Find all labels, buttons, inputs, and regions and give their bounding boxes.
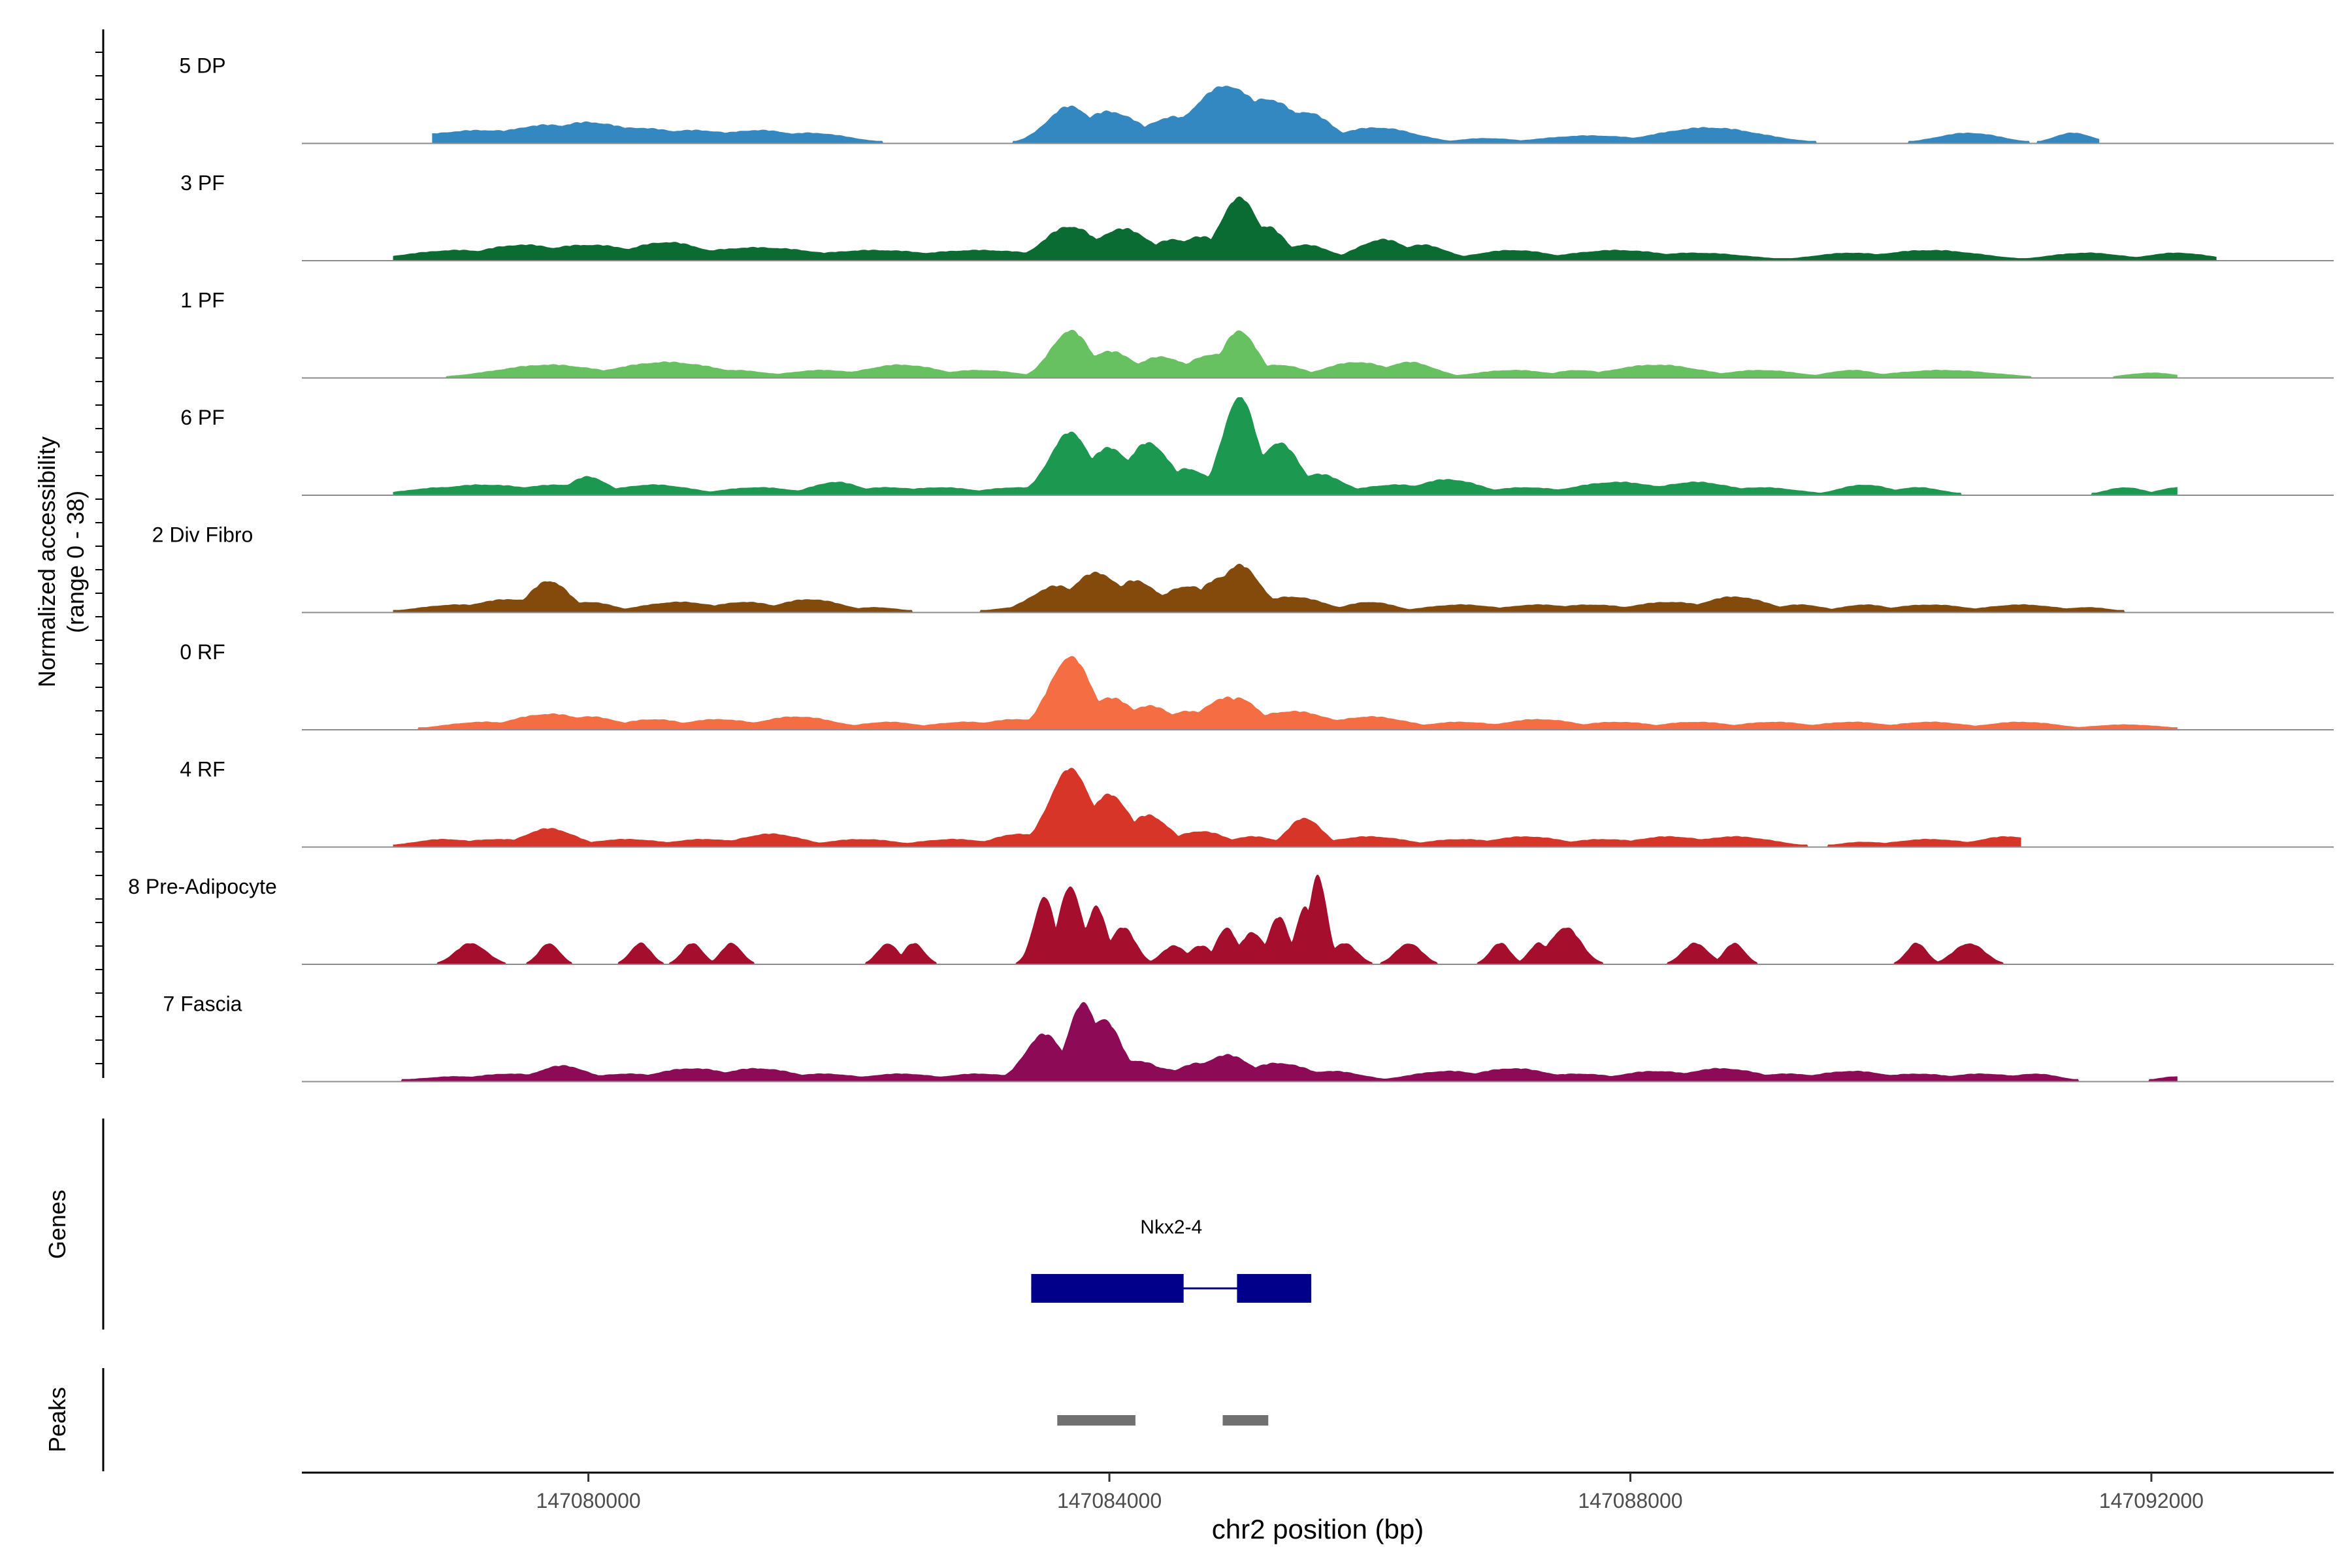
track-label: 0 RF	[180, 640, 225, 664]
gene-exon	[1031, 1274, 1184, 1303]
x-tick-label: 147088000	[1578, 1489, 1682, 1512]
y-axis-label: Normalized accessibility	[33, 436, 60, 687]
track-1-pf: 1 PF	[180, 289, 2334, 379]
gene-exon	[1237, 1274, 1312, 1303]
coverage-area	[393, 874, 2178, 964]
track-label: 7 Fascia	[163, 992, 242, 1016]
peak-region	[1057, 1415, 1135, 1426]
x-tick-label: 147084000	[1057, 1489, 1162, 1512]
track-label: 5 DP	[179, 54, 225, 78]
track-label: 2 Div Fibro	[152, 523, 253, 547]
coverage-area	[393, 397, 2178, 495]
coverage-area	[393, 196, 2217, 261]
gene-name-label: Nkx2-4	[1140, 1217, 1202, 1238]
track-3-pf: 3 PF	[180, 171, 2334, 261]
genes-label: Genes	[44, 1190, 71, 1259]
x-axis-label: chr2 position (bp)	[1212, 1514, 1424, 1544]
track-0-rf: 0 RF	[180, 640, 2334, 730]
track-label: 6 PF	[180, 406, 225, 429]
coverage-area	[393, 563, 2178, 613]
x-axis-ticks: 147080000 147084000 147088000 147092000	[536, 1473, 2204, 1512]
coverage-area	[432, 86, 2100, 144]
track-4-rf: 4 RF	[180, 758, 2334, 848]
peaks-track	[1057, 1415, 1269, 1426]
track-label: 1 PF	[180, 289, 225, 312]
track-8-pre-adipocyte: 8 Pre-Adipocyte	[128, 874, 2334, 965]
track-5-dp: 5 DP	[179, 54, 2334, 144]
gene-track	[1031, 1274, 1312, 1303]
peak-region	[1222, 1415, 1269, 1426]
track-6-pf: 6 PF	[180, 397, 2334, 496]
track-label: 4 RF	[180, 758, 225, 781]
coverage-area	[393, 1002, 2178, 1082]
track-2-div-fibro: 2 Div Fibro	[152, 523, 2334, 613]
peaks-label: Peaks	[44, 1387, 71, 1452]
coverage-area	[393, 329, 2178, 378]
y-axis-label-range: (range 0 - 38)	[62, 491, 89, 633]
track-label: 8 Pre-Adipocyte	[128, 875, 277, 898]
x-tick-label: 147092000	[2099, 1489, 2204, 1512]
track-label: 3 PF	[180, 171, 225, 195]
coverage-area	[393, 768, 2021, 847]
track-7-fascia: 7 Fascia	[163, 992, 2334, 1083]
coverage-tracks: 5 DP 3 PF 1 PF 6 PF 2 Div Fibro 0 RF 4 RF 8 Pre…	[128, 54, 2334, 1083]
coverage-area	[393, 656, 2178, 730]
coverage-y-axis	[95, 29, 105, 1078]
x-tick-label: 147080000	[536, 1489, 641, 1512]
